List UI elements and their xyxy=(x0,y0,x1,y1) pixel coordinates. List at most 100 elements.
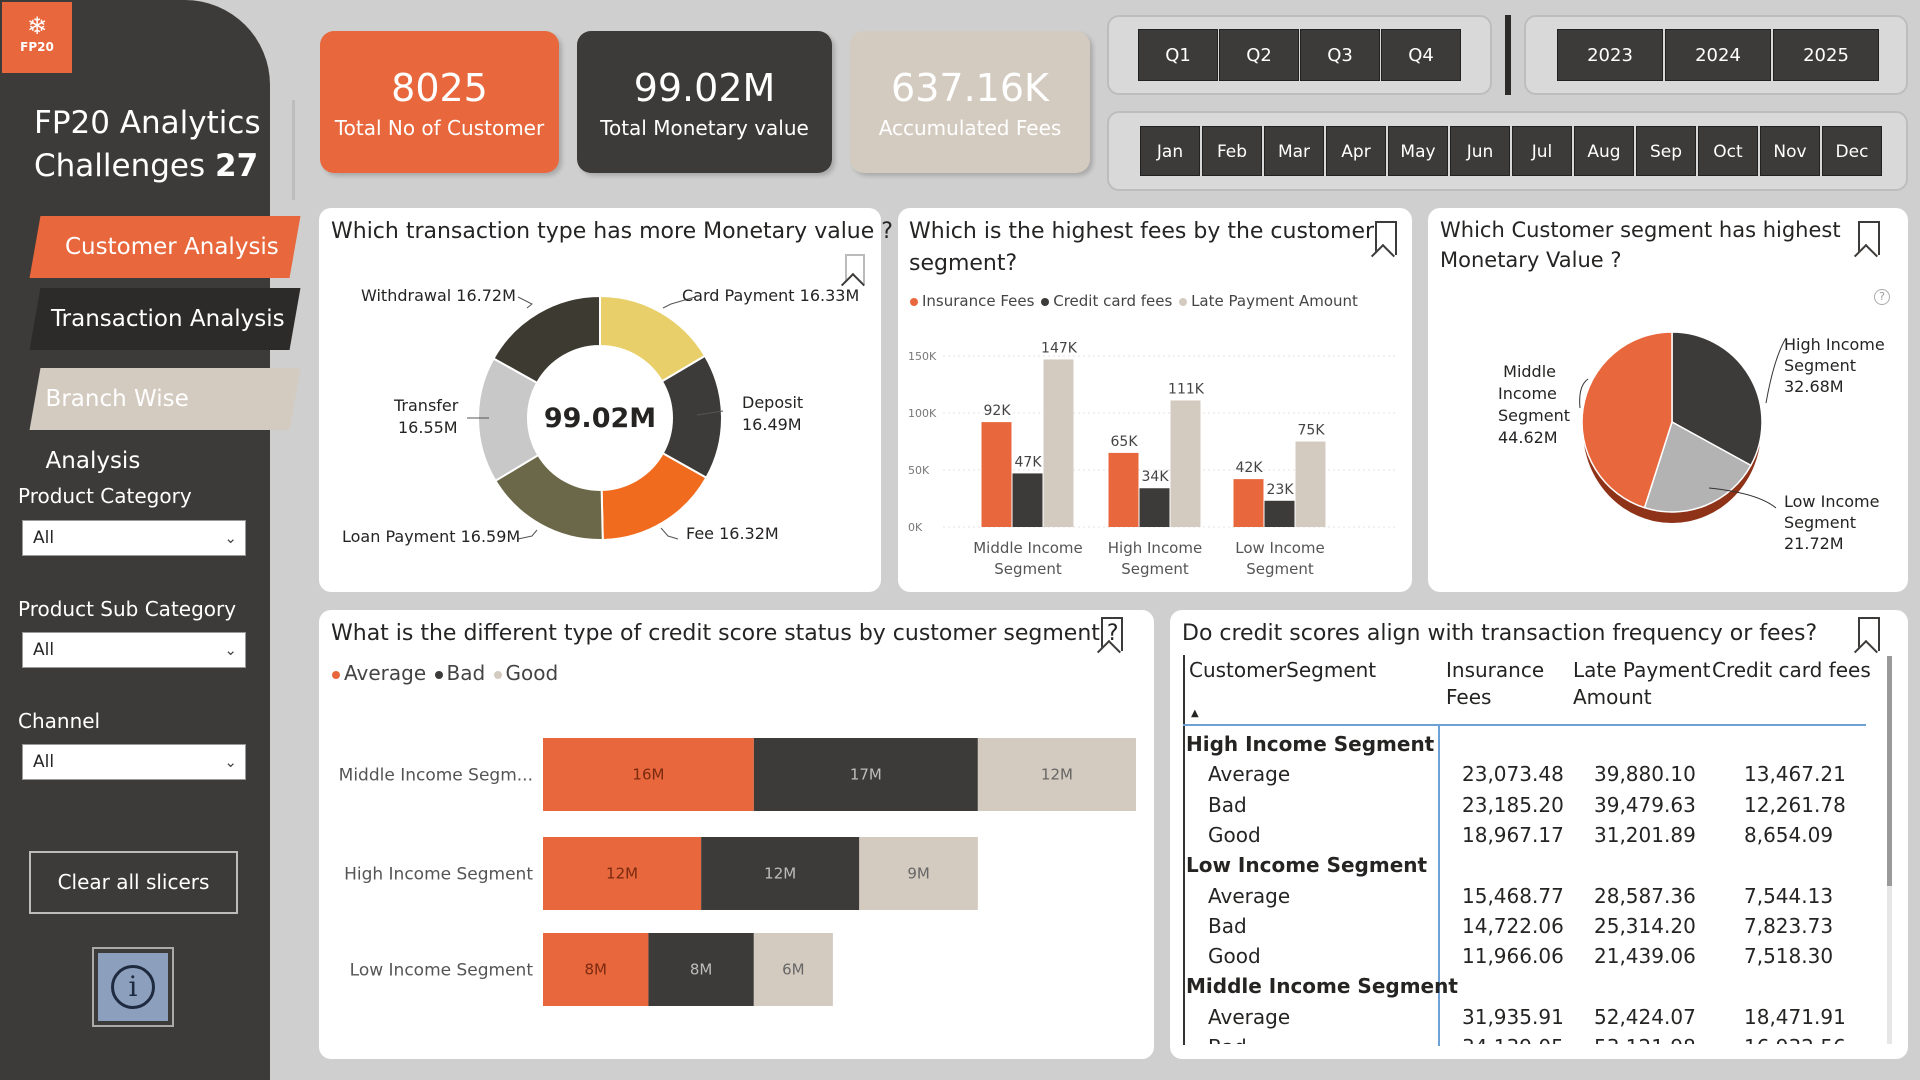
table-row[interactable]: Average 23,073.48 39,880.10 13,467.21 xyxy=(1186,759,1880,789)
channel-value: All xyxy=(33,752,55,772)
pie-slice-middle-income-segment[interactable] xyxy=(1581,331,1673,509)
nav-branch-analysis[interactable]: Branch Wise Analysis xyxy=(29,368,301,474)
table-group-row[interactable]: Low Income Segment xyxy=(1186,850,1880,880)
bookmark-icon[interactable] xyxy=(1101,617,1123,651)
product-category-value: All xyxy=(33,528,55,548)
table-cell-value: 28,587.36 xyxy=(1594,883,1696,908)
stacked-bar-good[interactable] xyxy=(859,837,978,910)
table-header-divider xyxy=(1183,724,1866,726)
stacked-bar-good[interactable] xyxy=(753,933,833,1006)
bar-credit-card-fees[interactable] xyxy=(1139,488,1170,527)
data-label: 111K xyxy=(1168,381,1205,397)
product-category-dropdown[interactable]: All ⌄ xyxy=(22,520,246,556)
table-row[interactable]: Good 11,966.06 21,439.06 7,518.30 xyxy=(1186,941,1880,971)
table-header-insurance[interactable]: Insurance xyxy=(1446,658,1545,682)
table-header-late-payment-line2: Amount xyxy=(1573,685,1652,709)
month-button-feb[interactable]: Feb xyxy=(1202,126,1262,176)
donut-slice-withdrawal[interactable] xyxy=(492,294,601,385)
channel-label: Channel xyxy=(18,709,101,733)
stacked-bar-average[interactable] xyxy=(543,837,702,910)
credit-stacked-bar-chart: Middle Income Segm... 16M 17M 12M High Incom… xyxy=(339,738,1136,1006)
leader-fee xyxy=(660,527,679,540)
legend-dot-average xyxy=(332,670,340,679)
nav-customer-analysis[interactable]: Customer Analysis xyxy=(29,216,301,278)
year-button-2025[interactable]: 2025 xyxy=(1773,29,1879,81)
month-button-apr[interactable]: Apr xyxy=(1326,126,1386,176)
label-middle-segment: Middle Income Segment 44.62M xyxy=(1498,361,1570,449)
year-button-2024[interactable]: 2024 xyxy=(1665,29,1771,81)
bookmark-icon[interactable] xyxy=(1858,221,1880,255)
bookmark-icon[interactable] xyxy=(1858,617,1880,651)
y-category-label: High Income Segment xyxy=(344,865,533,885)
month-button-sep[interactable]: Sep xyxy=(1636,126,1696,176)
quarter-button-q3[interactable]: Q3 xyxy=(1300,29,1380,81)
clear-all-slicers-button[interactable]: Clear all slicers xyxy=(29,851,238,914)
month-button-may[interactable]: May xyxy=(1388,126,1448,176)
month-button-oct[interactable]: Oct xyxy=(1698,126,1758,176)
bar-late-payment-amount[interactable] xyxy=(1295,441,1326,528)
quarter-button-q4[interactable]: Q4 xyxy=(1381,29,1461,81)
stacked-bar-bad[interactable] xyxy=(753,738,978,811)
table-cell-value: 25,314.20 xyxy=(1594,913,1696,938)
table-row[interactable]: Bad 34,139.0553,121.98 16,932.56 xyxy=(1186,1032,1880,1044)
table-scrollbar-thumb[interactable] xyxy=(1887,656,1892,886)
month-button-nov[interactable]: Nov xyxy=(1760,126,1820,176)
label-middle-line2: Income xyxy=(1498,384,1557,403)
bar-insurance-fees[interactable] xyxy=(1233,479,1264,527)
table-row[interactable]: Average 15,468.77 28,587.36 7,544.13 xyxy=(1186,881,1880,911)
legend-insurance: Insurance Fees xyxy=(922,292,1035,310)
stacked-bar-bad[interactable] xyxy=(701,837,860,910)
table-header-insurance-line2: Fees xyxy=(1446,685,1492,709)
sort-ascending-icon[interactable]: ▲ xyxy=(1191,708,1199,719)
leader-card xyxy=(662,296,696,309)
table-row[interactable]: Bad 23,185.20 39,479.63 12,261.78 xyxy=(1186,790,1880,820)
bar-insurance-fees[interactable] xyxy=(1108,452,1139,527)
month-button-jul[interactable]: Jul xyxy=(1512,126,1572,176)
label-middle-line1: Middle xyxy=(1503,362,1556,381)
table-row[interactable]: Bad 14,722.06 25,314.20 7,823.73 xyxy=(1186,911,1880,941)
table-cell-value: 11,966.06 xyxy=(1462,944,1564,969)
year-button-2023[interactable]: 2023 xyxy=(1557,29,1663,81)
table-cell-value: 39,479.63 xyxy=(1594,792,1696,817)
stacked-bar-good[interactable] xyxy=(977,738,1136,811)
bar-late-payment-amount[interactable] xyxy=(1043,359,1074,527)
bar-late-payment-amount[interactable] xyxy=(1170,400,1201,527)
stacked-bar-average[interactable] xyxy=(543,738,754,811)
table-group-row[interactable]: High Income Segment xyxy=(1186,730,1880,759)
label-high-segment: High Income Segment 32.68M xyxy=(1784,334,1885,397)
info-button[interactable]: i xyxy=(92,947,174,1027)
info-button-background: i xyxy=(98,953,168,1021)
month-button-jan[interactable]: Jan xyxy=(1140,126,1200,176)
bookmark-icon[interactable] xyxy=(845,254,865,284)
bar-insurance-fees[interactable] xyxy=(981,422,1012,527)
stacked-bar-average[interactable] xyxy=(543,933,649,1006)
table-row[interactable]: Good 18,967.17 31,201.89 8,654.09 xyxy=(1186,820,1880,850)
month-button-dec[interactable]: Dec xyxy=(1822,126,1882,176)
month-button-jun[interactable]: Jun xyxy=(1450,126,1510,176)
product-sub-category-dropdown[interactable]: All ⌄ xyxy=(22,632,246,668)
month-button-mar[interactable]: Mar xyxy=(1264,126,1324,176)
y-tick-label: 100K xyxy=(908,407,937,420)
bookmark-icon[interactable] xyxy=(1375,221,1397,255)
table-row[interactable]: Average 31,935.91 52,424.07 18,471.91 xyxy=(1186,1002,1880,1032)
channel-dropdown[interactable]: All ⌄ xyxy=(22,744,246,780)
table-header-segment[interactable]: CustomerSegment xyxy=(1189,658,1377,682)
quarter-button-q2[interactable]: Q2 xyxy=(1219,29,1299,81)
table-header-credit-card[interactable]: Credit card fees xyxy=(1712,658,1871,682)
fees-title-line1: Which is the highest fees by the custome… xyxy=(909,219,1375,244)
table-group-row[interactable]: Middle Income Segment xyxy=(1186,971,1880,1001)
pie-slice-high-income-segment[interactable] xyxy=(1671,331,1763,467)
help-icon[interactable]: ? xyxy=(1874,289,1890,305)
table-header-late-payment[interactable]: Late Payment xyxy=(1573,658,1711,682)
y-tick-label: 150K xyxy=(908,350,937,363)
fees-title-line2: segment? xyxy=(909,251,1018,276)
label-card-payment: Card Payment 16.33M xyxy=(682,286,860,305)
quarter-button-q1[interactable]: Q1 xyxy=(1138,29,1218,81)
bar-credit-card-fees[interactable] xyxy=(1012,473,1043,527)
nav-transaction-analysis[interactable]: Transaction Analysis xyxy=(29,288,301,350)
table-cell-segment: Low Income Segment xyxy=(1186,853,1428,878)
month-button-aug[interactable]: Aug xyxy=(1574,126,1634,176)
bar-credit-card-fees[interactable] xyxy=(1264,500,1295,527)
kpi-customers-value: 8025 xyxy=(391,66,488,110)
stacked-bar-bad[interactable] xyxy=(648,933,754,1006)
